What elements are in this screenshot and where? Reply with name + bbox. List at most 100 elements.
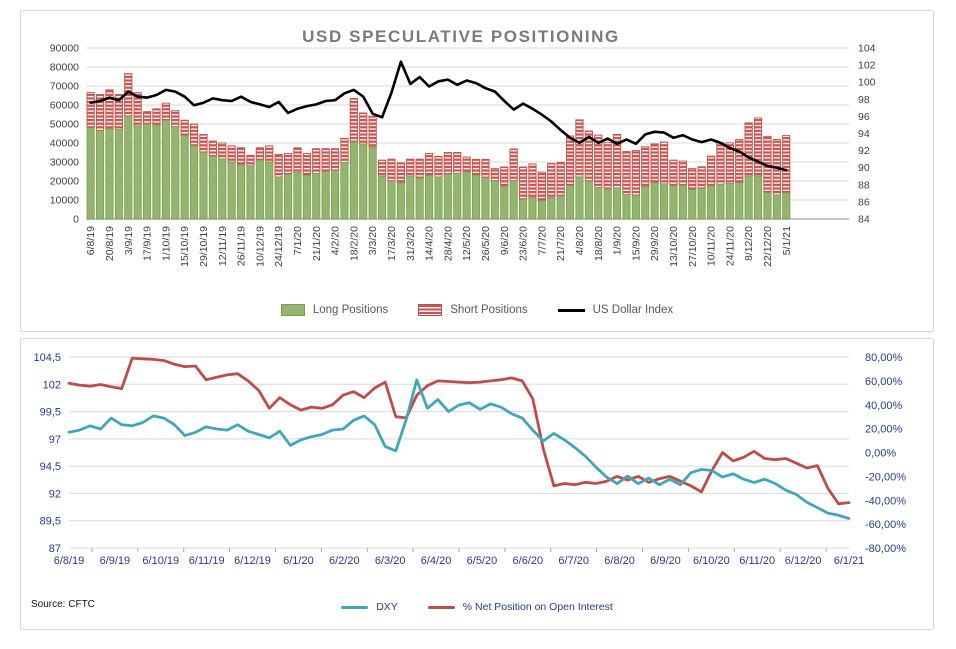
x-axis-tick-label: 26/11/19 <box>236 226 248 266</box>
short-positions-bar <box>396 162 405 184</box>
short-positions-bar <box>377 159 387 177</box>
short-positions-bar <box>321 148 330 172</box>
left-axis-tick-label: 20000 <box>50 176 79 188</box>
x-axis-tick-label: 21/1/20 <box>311 226 323 261</box>
long-positions-bar <box>227 161 236 220</box>
x-axis-tick-label: 18/8/20 <box>593 226 605 261</box>
right-axis-tick-label: 20,00% <box>865 424 903 436</box>
x-axis-tick-label: 6/11/20 <box>739 555 775 567</box>
long-positions-bar <box>321 171 330 220</box>
right-axis-tick-label: 0,00% <box>865 448 896 460</box>
x-axis-tick-label: 17/9/19 <box>142 226 154 261</box>
long-positions-bar <box>424 174 434 220</box>
long-positions-bar <box>509 180 518 220</box>
long-positions-swatch-icon <box>280 304 305 316</box>
legend-label-long-positions: Long Positions <box>312 304 389 316</box>
x-axis-tick-label: 4/2/20 <box>330 226 342 255</box>
long-positions-bar <box>387 180 396 220</box>
x-axis-tick-label: 13/10/20 <box>668 226 680 267</box>
x-axis-tick-label: 6/9/20 <box>650 555 681 567</box>
long-positions-bar <box>566 185 575 220</box>
x-axis-tick-label: 6/11/19 <box>189 555 225 567</box>
short-positions-bar <box>641 146 650 188</box>
x-axis-tick-label: 31/3/20 <box>405 226 417 261</box>
x-axis-tick-label: 5/1/21 <box>781 226 793 255</box>
x-axis-tick-label: 12/5/20 <box>461 226 473 261</box>
left-axis-tick-label: 102 <box>43 379 61 391</box>
short-positions-bar <box>500 166 509 187</box>
right-axis-tick-label: 104 <box>858 43 876 55</box>
long-positions-bar <box>265 161 274 220</box>
x-axis-tick-label: 12/11/19 <box>217 226 229 266</box>
right-axis-tick-label: 92 <box>858 145 870 157</box>
long-positions-bar <box>782 192 791 220</box>
long-positions-bar <box>96 130 105 220</box>
left-axis-tick-label: 99,5 <box>40 407 61 419</box>
right-axis-tick-label: 60,00% <box>865 376 903 388</box>
long-positions-bar <box>377 175 387 220</box>
short-positions-bar <box>669 159 678 187</box>
short-positions-bar <box>565 135 575 187</box>
short-positions-bar <box>415 158 424 179</box>
right-axis-tick-label: -80,00% <box>865 543 906 555</box>
x-axis-tick-label: 8/12/20 <box>743 226 755 261</box>
x-axis-tick-label: 29/10/19 <box>198 226 210 267</box>
long-positions-bar <box>547 197 556 220</box>
long-positions-bar <box>143 123 152 220</box>
short-positions-bar <box>274 153 283 178</box>
long-positions-bar <box>330 170 340 220</box>
short-positions-bar <box>490 168 499 182</box>
chart-title: USD SPECULATIVE POSITIONING <box>302 27 620 46</box>
dxy-line <box>67 378 851 520</box>
long-positions-bar <box>556 195 565 220</box>
long-positions-bar <box>500 185 509 220</box>
long-positions-bar <box>434 176 443 220</box>
short-positions-bar <box>622 151 631 196</box>
long-positions-bar <box>246 165 255 220</box>
long-positions-bar <box>622 194 631 220</box>
x-axis-tick-label: 10/11/20 <box>706 226 718 266</box>
long-positions-bar <box>660 183 669 220</box>
long-positions-bar <box>171 126 180 220</box>
x-axis-tick-label: 6/2/20 <box>329 555 360 567</box>
short-positions-bar <box>547 162 556 199</box>
x-axis-tick-label: 3/9/19 <box>123 226 135 255</box>
legend-item-us-dollar-index: US Dollar Index <box>557 304 673 316</box>
x-axis-tick-label: 6/6/20 <box>513 555 544 567</box>
long-positions-bar <box>105 128 114 220</box>
long-positions-bar <box>688 189 697 220</box>
dxy-line-icon <box>341 605 369 609</box>
long-positions-bar <box>86 127 95 220</box>
x-axis-tick-label: 28/4/20 <box>442 226 454 261</box>
left-axis-tick-label: 30000 <box>50 157 79 169</box>
long-positions-bar <box>462 171 471 220</box>
left-axis-tick-label: 87 <box>49 543 61 555</box>
right-axis-tick-label: 98 <box>858 94 870 106</box>
usd-positioning-chart-panel: 0 10000 20000 30000 40000 50000 60000 70000 8000… <box>20 10 934 332</box>
short-positions-bar <box>434 155 443 178</box>
short-positions-bar <box>753 117 763 177</box>
right-axis-tick-label: 90 <box>858 162 870 174</box>
short-positions-bar <box>208 140 217 157</box>
short-positions-bar <box>142 111 152 125</box>
long-positions-bar <box>340 162 349 220</box>
short-positions-bar <box>236 147 246 166</box>
long-positions-bar <box>124 116 133 220</box>
long-positions-bar <box>584 180 593 220</box>
short-positions-bar <box>424 152 434 176</box>
long-positions-bar <box>603 188 612 220</box>
long-positions-bar <box>255 159 264 220</box>
x-axis-tick-label: 27/10/20 <box>687 226 699 267</box>
right-axis-tick-label: 80,00% <box>865 352 903 364</box>
long-positions-bar <box>754 175 763 220</box>
x-axis-tick-label: 23/6/20 <box>518 226 530 261</box>
long-positions-bar <box>716 184 725 220</box>
short-positions-bar <box>678 160 687 186</box>
short-positions-bar <box>518 166 528 200</box>
short-positions-bar <box>688 168 697 190</box>
short-positions-bar <box>265 145 274 163</box>
short-positions-bar <box>246 154 255 167</box>
right-axis-tick-label: -20,00% <box>865 471 906 483</box>
short-positions-bar <box>697 166 706 190</box>
short-positions-bar <box>603 142 612 190</box>
